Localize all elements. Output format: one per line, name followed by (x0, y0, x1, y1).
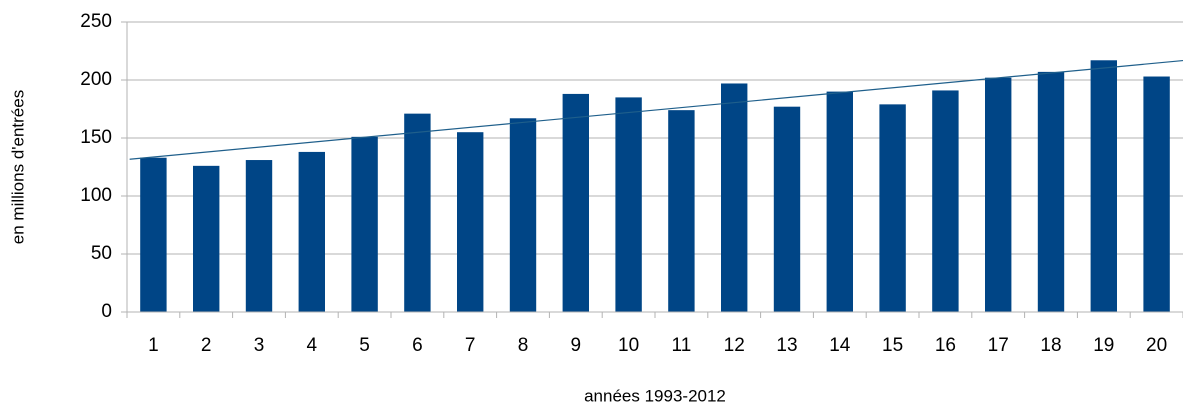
x-tick-label: 7 (465, 335, 476, 356)
trendline (129, 59, 1183, 160)
bar (879, 104, 906, 312)
y-tick-label: 150 (80, 127, 112, 148)
bar (1090, 60, 1117, 312)
y-tick-label: 200 (80, 69, 112, 90)
x-tick-label: 16 (935, 335, 956, 356)
x-tick-label: 15 (882, 335, 903, 356)
x-tick-label: 5 (359, 335, 370, 356)
bar (1143, 76, 1170, 313)
bar (721, 83, 748, 312)
bar (932, 90, 959, 312)
x-tick-label: 2 (201, 335, 212, 356)
bar (615, 97, 642, 313)
bar (668, 110, 695, 312)
x-tick-label: 9 (571, 335, 582, 356)
x-tick-label: 1 (148, 335, 159, 356)
y-tick-label: 50 (91, 243, 112, 264)
y-tick-label: 250 (80, 11, 112, 32)
x-tick-label: 4 (307, 335, 318, 356)
bar (773, 106, 801, 313)
x-tick-label: 8 (518, 335, 529, 356)
bar (140, 157, 167, 312)
x-tick-label: 18 (1040, 335, 1061, 356)
bar (826, 91, 853, 312)
bar (404, 113, 431, 312)
x-tick-label: 14 (829, 335, 851, 356)
y-tick-label: 100 (80, 185, 112, 206)
y-axis-title: en millions d'entrées (8, 90, 27, 244)
x-tick-label: 10 (618, 335, 639, 356)
bar (1037, 71, 1065, 312)
x-tick-label: 19 (1093, 335, 1114, 356)
bar (193, 165, 220, 312)
bar (245, 160, 273, 312)
x-tick-label: 11 (672, 335, 692, 356)
bar (351, 136, 378, 312)
x-tick-label: 3 (254, 335, 265, 356)
x-tick-label: 6 (412, 335, 423, 356)
x-tick-label: 20 (1146, 335, 1167, 356)
x-tick-label: 17 (988, 335, 1009, 356)
x-tick-label: 13 (776, 335, 797, 356)
bar (509, 118, 537, 312)
bar (298, 151, 325, 312)
y-tick-label: 0 (101, 301, 112, 322)
x-axis-title: années 1993-2012 (584, 386, 726, 403)
x-tick-label: 12 (724, 335, 745, 356)
bar (457, 132, 484, 312)
bar (985, 77, 1012, 313)
bar (562, 93, 589, 312)
